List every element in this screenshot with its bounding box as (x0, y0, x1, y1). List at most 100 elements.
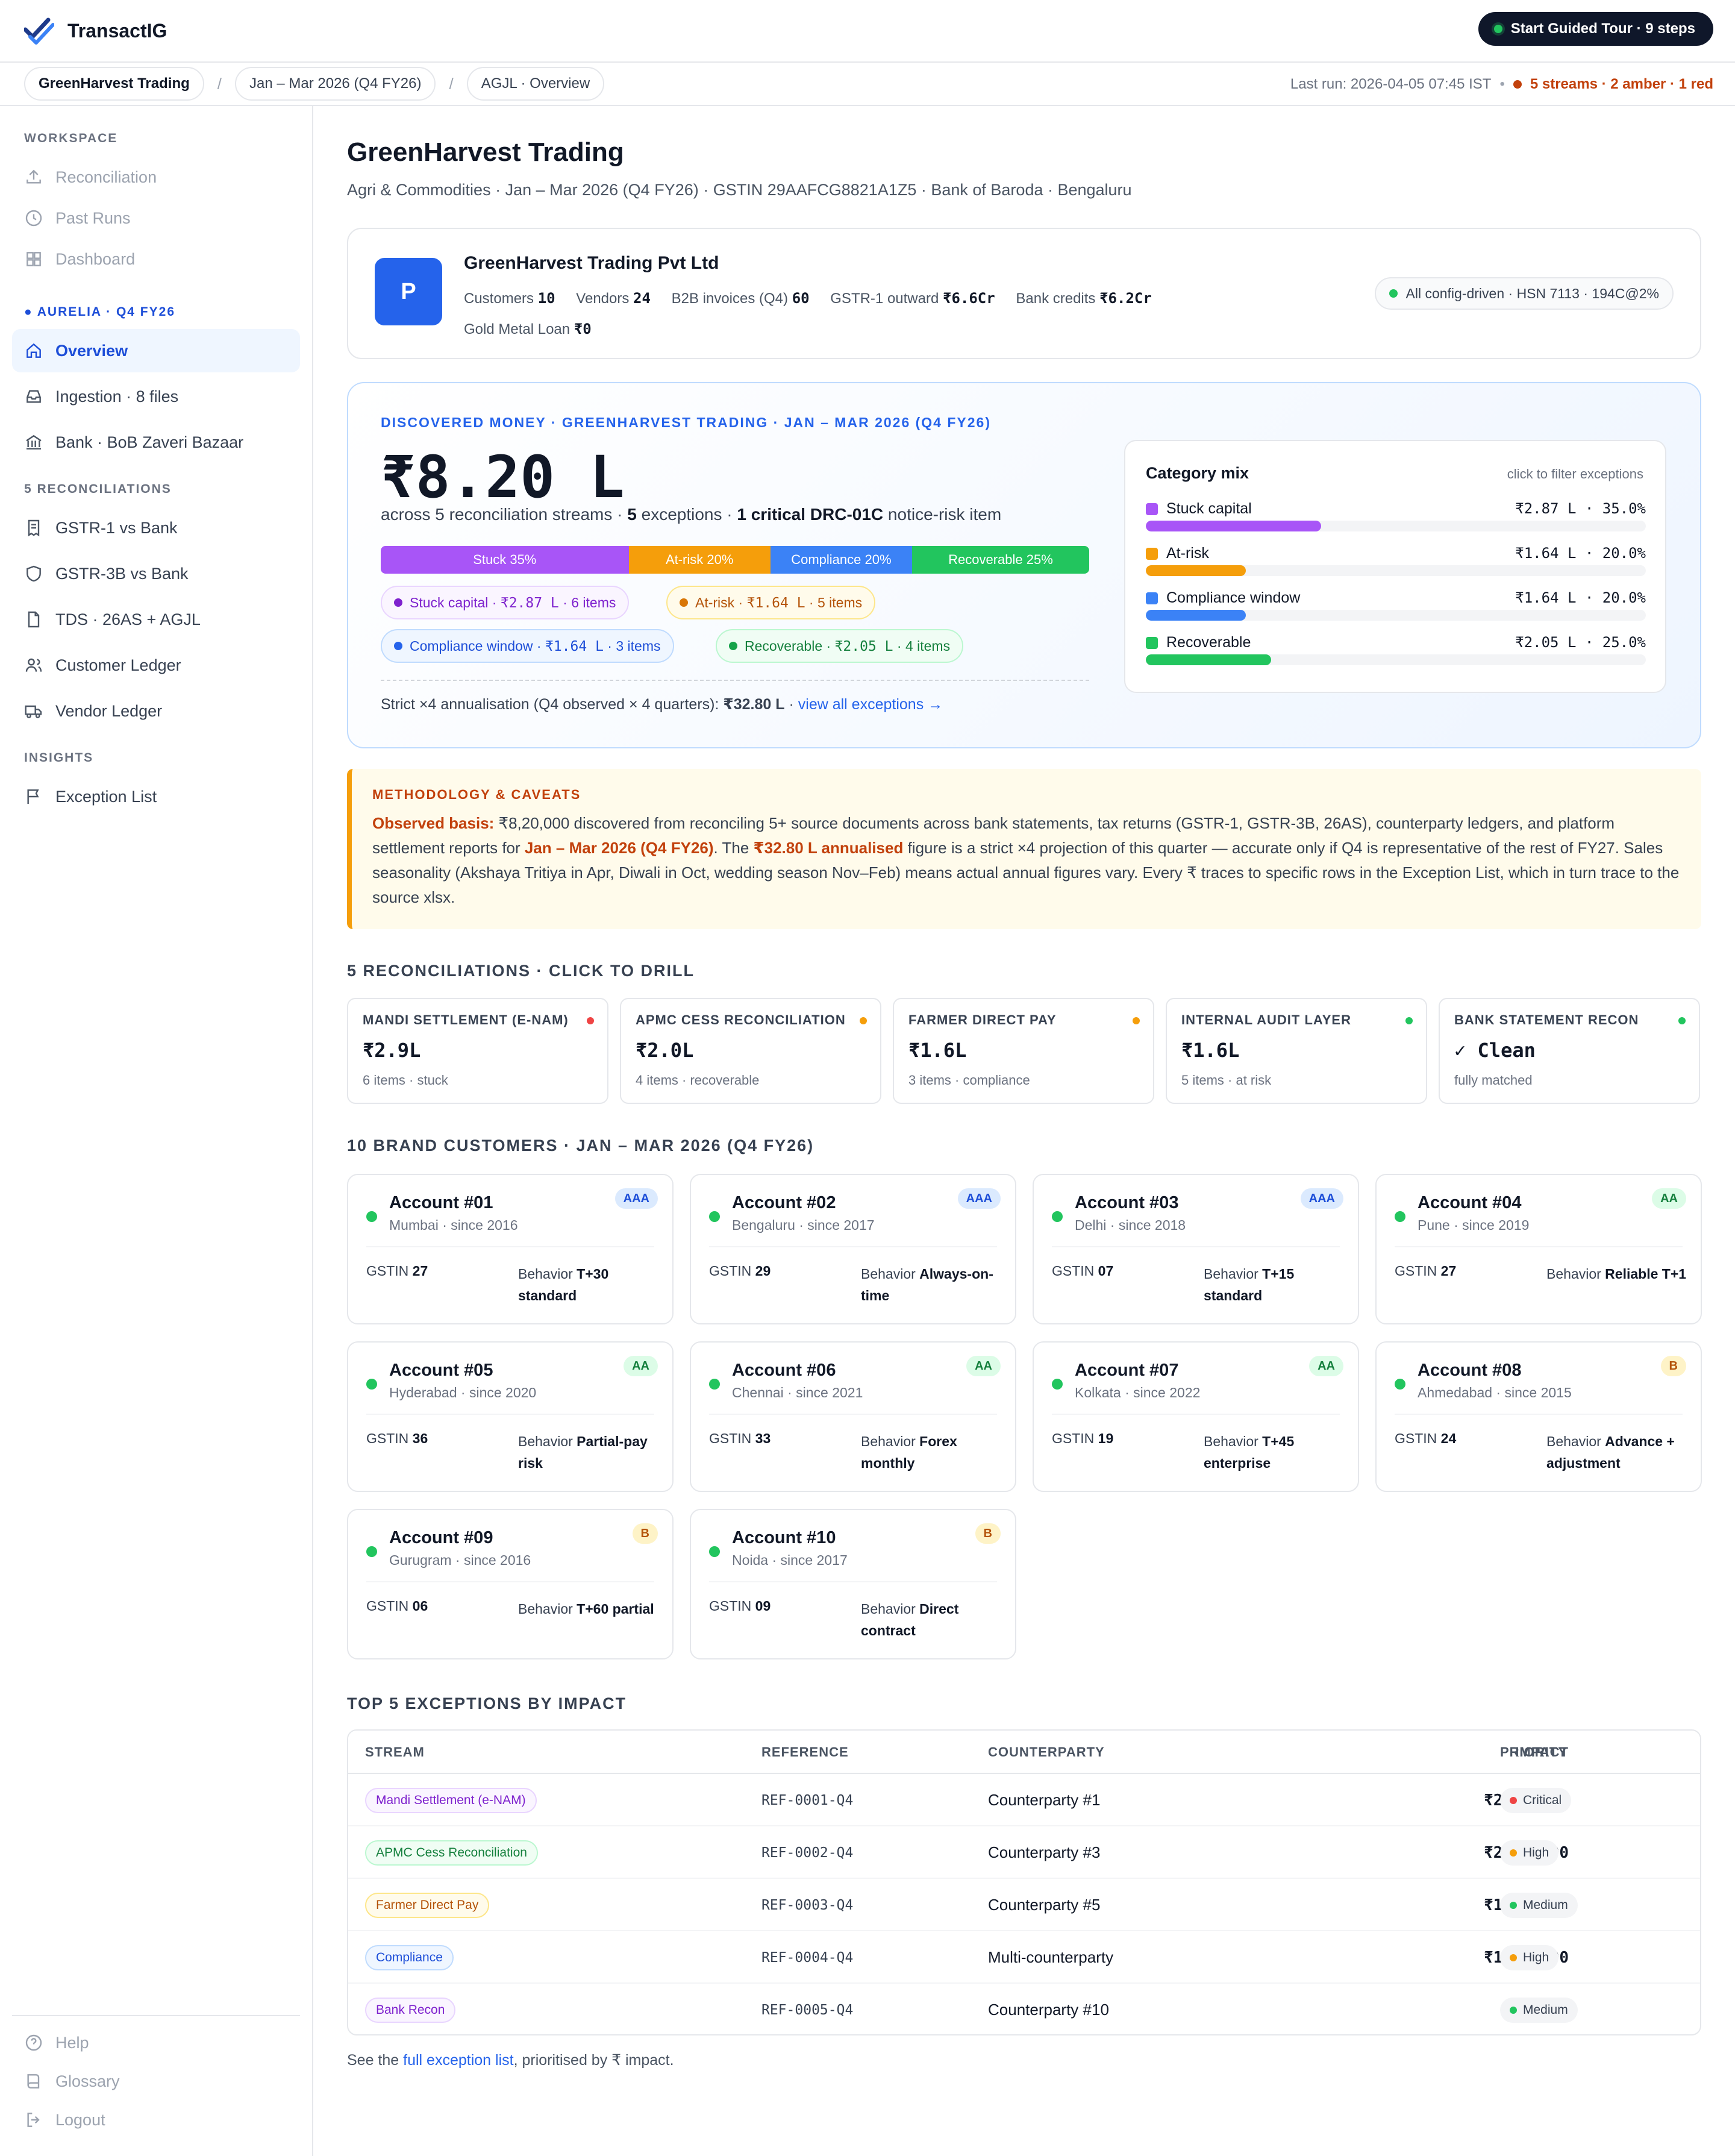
stream-pill[interactable]: Bank Recon (365, 1997, 456, 2023)
chip-compliance-window[interactable]: Compliance window · ₹1.64 L · 3 items (381, 629, 674, 663)
table-row[interactable]: ComplianceREF-0004-Q4Multi-counterparty₹… (348, 1931, 1700, 1984)
table-row[interactable]: Farmer Direct Pay REF-0003-Q4 Counterparty… (348, 1879, 1700, 1931)
category-bar-track (1146, 654, 1646, 665)
reference-cell: REF-0003-Q4 (761, 1897, 854, 1913)
stream-pill[interactable]: Compliance (365, 1944, 454, 1970)
sidebar-item-tds[interactable]: TDS · 26AS + AGJL (12, 598, 300, 641)
sidebar-item-bank[interactable]: Bank · BoB Zaveri Bazaar (12, 421, 300, 464)
sidebar-item-reconciliation[interactable]: Reconciliation (12, 155, 300, 199)
customer-gstin: GSTIN 27 (1395, 1263, 1457, 1279)
status-dot-icon (366, 1379, 377, 1390)
sidebar-item-ingestion[interactable]: Ingestion · 8 files (12, 375, 300, 418)
customer-location: Kolkata · since 2022 (1075, 1385, 1201, 1400)
divider (1395, 1414, 1683, 1415)
sidebar-item-past-runs[interactable]: Past Runs (12, 196, 300, 240)
reconciliation-summary: fully matched (1454, 1073, 1533, 1088)
reconciliation-card[interactable]: MANDI SETTLEMENT (E-NAM) ₹2.9L 6 items · s… (347, 998, 608, 1104)
sidebar-item-glossary[interactable]: Glossary (12, 2062, 300, 2101)
category-mix-title: Category mix (1146, 464, 1249, 482)
customer-card[interactable]: Account #01 Mumbai · since 2016 AAA GSTIN 2… (347, 1174, 674, 1324)
logo-checkmark-icon (23, 16, 55, 45)
start-guided-tour-button[interactable]: Start Guided Tour · 9 steps (1478, 12, 1713, 46)
stream-pill[interactable]: Farmer Direct Pay (365, 1892, 490, 1918)
chip-stuck-capital[interactable]: Stuck capital · ₹2.87 L · 6 items (381, 586, 630, 619)
shield-icon (27, 565, 41, 582)
category-mix-row[interactable]: Recoverable ₹2.05 L · 25.0% (1146, 634, 1646, 672)
priority-dot-icon (1510, 1901, 1517, 1909)
category-stacked-bar[interactable]: Stuck 35% At-risk 20% Compliance 20% Recove… (381, 546, 1089, 574)
customer-tier-badge: AA (624, 1356, 658, 1376)
column-header-impact[interactable]: IMPACT (1515, 1744, 1569, 1760)
sidebar-item-overview[interactable]: Overview (12, 329, 300, 372)
customer-name: Account #06 (732, 1361, 836, 1380)
stacked-bar-segment[interactable]: Recoverable 25% (911, 546, 1089, 574)
customer-card[interactable]: Account #04 Pune · since 2019 AA GSTIN 27 Be… (1375, 1174, 1702, 1324)
reconciliation-card[interactable]: BANK STATEMENT RECON ✓ Clean fully matched (1439, 998, 1700, 1104)
sidebar-item-vendor-ledger[interactable]: Vendor Ledger (12, 689, 300, 733)
methodology-text: Observed basis: ₹8,20,000 discovered fro… (372, 814, 1680, 906)
stream-pill[interactable]: Mandi Settlement (e-NAM) (365, 1787, 537, 1813)
table-row[interactable]: Mandi Settlement (e-NAM) REF-0001-Q4 Count… (348, 1774, 1700, 1826)
full-exception-list-link[interactable]: full exception list (403, 2052, 514, 2069)
stacked-bar-segment[interactable]: Compliance 20% (770, 546, 912, 574)
column-header-counterparty[interactable]: COUNTERPARTY (988, 1744, 1105, 1760)
chip-label: Recoverable · ₹2.05 L · 4 items (745, 638, 951, 654)
customer-card[interactable]: Account #03 Delhi · since 2018 AAA GSTIN 07… (1033, 1174, 1359, 1324)
customer-location: Hyderabad · since 2020 (389, 1385, 537, 1400)
sidebar-item-gstr1-vs-bank[interactable]: GSTR-1 vs Bank (12, 506, 300, 550)
stacked-bar-segment[interactable]: Stuck 35% (381, 546, 629, 574)
chip-at-risk[interactable]: At-risk · ₹1.64 L · 5 items (666, 586, 876, 619)
customer-card[interactable]: Account #08 Ahmedabad · since 2015 B GSTIN … (1375, 1341, 1702, 1492)
column-header-priority[interactable]: PRIORITY (1500, 1744, 1568, 1760)
breadcrumb-period[interactable]: Jan – Mar 2026 (Q4 FY26) (235, 67, 436, 101)
stream-status-summary[interactable]: 5 streams · 2 amber · 1 red (1530, 76, 1713, 92)
reconciliation-card[interactable]: APMC CESS RECONCILIATION ₹2.0L 4 items · r… (620, 998, 881, 1104)
chip-recoverable[interactable]: Recoverable · ₹2.05 L · 4 items (716, 629, 964, 663)
priority-cell: Medium (1500, 1879, 1578, 1931)
stream-status-dot-icon (1513, 80, 1522, 89)
sidebar-item-dashboard[interactable]: Dashboard (12, 237, 300, 281)
breadcrumb-client[interactable]: GreenHarvest Trading (24, 67, 204, 101)
category-mix-row[interactable]: Stuck capital ₹2.87 L · 35.0% (1146, 500, 1646, 539)
app-logo[interactable]: TransactIG (23, 16, 167, 45)
config-badge-label: All config-driven · HSN 7113 · 194C@2% (1405, 285, 1660, 301)
reconciliation-card[interactable]: FARMER DIRECT PAY ₹1.6L 3 items · complian… (893, 998, 1154, 1104)
breadcrumb-view[interactable]: AGJL · Overview (466, 67, 605, 101)
stream-pill[interactable]: APMC Cess Reconciliation (365, 1840, 538, 1866)
column-header-stream[interactable]: STREAM (365, 1744, 425, 1760)
category-mix-row[interactable]: Compliance window ₹1.64 L · 20.0% (1146, 589, 1646, 628)
customer-card[interactable]: Account #10 Noida · since 2017 B GSTIN 09 Be… (690, 1509, 1016, 1659)
table-row[interactable]: APMC Cess Reconciliation REF-0002-Q4 Count… (348, 1826, 1700, 1879)
category-swatch-icon (1146, 636, 1158, 649)
reference-cell: REF-0004-Q4 (761, 1949, 854, 1966)
reconciliation-card[interactable]: INTERNAL AUDIT LAYER ₹1.6L 5 items · at ri… (1166, 998, 1427, 1104)
customer-card[interactable]: Account #09 Gurugram · since 2016 B GSTIN 0… (347, 1509, 674, 1659)
customer-tier-badge: AA (1652, 1188, 1686, 1209)
customer-gstin: GSTIN 29 (709, 1263, 771, 1279)
sidebar-item-logout[interactable]: Logout (12, 2101, 300, 2139)
customer-card[interactable]: Account #02 Bengaluru · since 2017 AAA GSTI… (690, 1174, 1016, 1324)
customer-card[interactable]: Account #06 Chennai · since 2021 AA GSTIN 3… (690, 1341, 1016, 1492)
customer-behavior: Behavior T+15 standard (1204, 1266, 1295, 1303)
status-dot-icon (1678, 1017, 1686, 1024)
customer-card[interactable]: Account #05 Hyderabad · since 2020 AA GSTIN… (347, 1341, 674, 1492)
sidebar-item-label: Glossary (55, 2072, 120, 2090)
customer-card[interactable]: Account #07 Kolkata · since 2022 AA GSTIN 1… (1033, 1341, 1359, 1492)
sidebar-item-help[interactable]: Help (12, 2023, 300, 2062)
sidebar-heading-insights: INSIGHTS (24, 751, 94, 765)
entity-stat: Vendors 24 (576, 290, 651, 307)
status-dot-icon (1389, 289, 1398, 298)
sidebar-item-customer-ledger[interactable]: Customer Ledger (12, 644, 300, 687)
status-dot-icon (1133, 1017, 1140, 1024)
customer-name: Account #04 (1418, 1193, 1522, 1212)
category-mix-row[interactable]: At-risk ₹1.64 L · 20.0% (1146, 545, 1646, 583)
status-dot-icon (709, 1379, 720, 1390)
column-header-reference[interactable]: REFERENCE (761, 1744, 849, 1760)
priority-dot-icon (1510, 1849, 1517, 1857)
view-all-exceptions-link[interactable]: view all exceptions → (798, 696, 943, 713)
sidebar-item-exception-list[interactable]: Exception List (12, 775, 300, 818)
stacked-bar-segment[interactable]: At-risk 20% (628, 546, 771, 574)
reference-cell: REF-0005-Q4 (761, 2002, 854, 2018)
sidebar-item-gstr3b-vs-bank[interactable]: GSTR-3B vs Bank (12, 552, 300, 595)
